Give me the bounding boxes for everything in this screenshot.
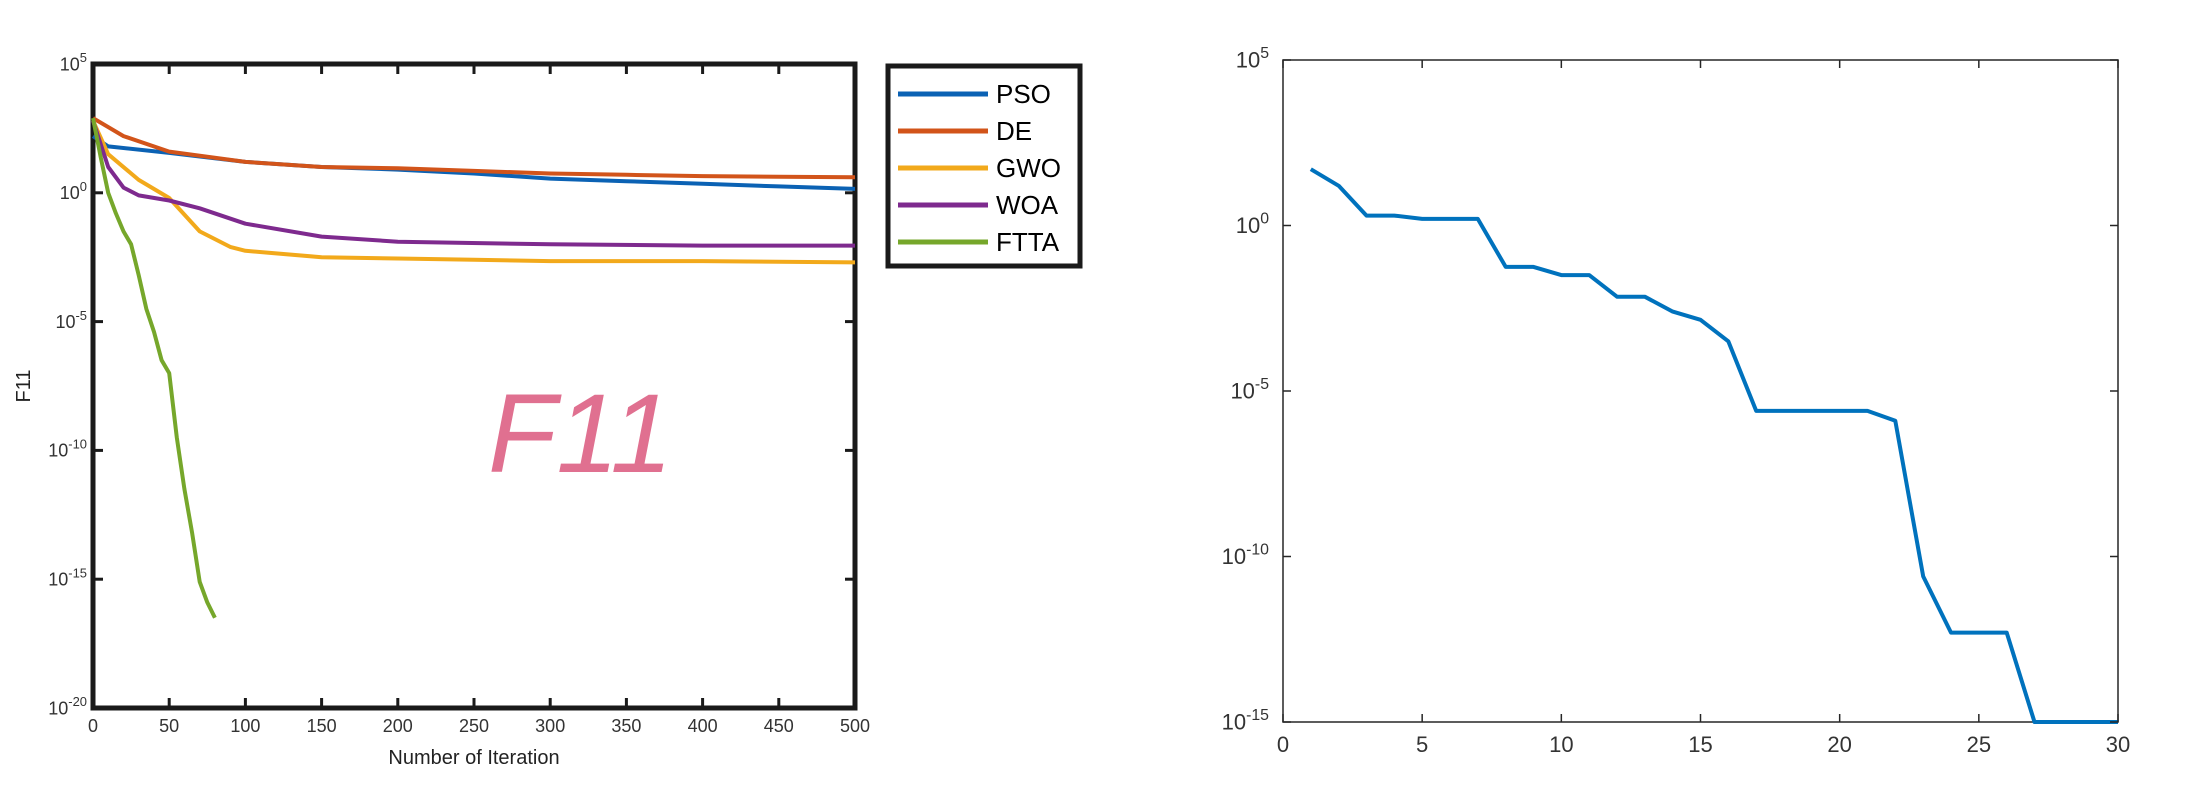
x-tick-label: 25 xyxy=(1967,732,1991,757)
left-series-group xyxy=(91,116,856,619)
y-tick-label: 10-5 xyxy=(55,308,87,332)
x-tick-label: 150 xyxy=(307,716,337,736)
x-tick-label: 450 xyxy=(764,716,794,736)
y-tick-label: 105 xyxy=(60,50,87,74)
x-tick-label: 300 xyxy=(535,716,565,736)
x-tick-label: 0 xyxy=(88,716,98,736)
f11-annotation: F11 xyxy=(488,371,673,496)
legend-label-gwo: GWO xyxy=(996,153,1061,183)
y-tick-label: 10-10 xyxy=(1222,541,1270,569)
y-tick-label: 10-5 xyxy=(1230,376,1269,404)
y-tick-label: 10-20 xyxy=(48,694,87,718)
left-x-axis-label: Number of Iteration xyxy=(388,747,559,769)
legend-label-de: DE xyxy=(996,116,1032,146)
series-line-woa xyxy=(91,120,855,248)
legend-label-ftta: FTTA xyxy=(996,227,1060,257)
legend-label-pso: PSO xyxy=(996,79,1051,109)
y-tick-label: 100 xyxy=(60,179,87,203)
right-x-ticks: 0 5 10 15 20 25 30 xyxy=(1277,60,2130,757)
x-tick-label: 50 xyxy=(159,716,179,736)
series-line-ftta xyxy=(91,117,217,619)
left-x-ticks: 0 50 100 150 200 250 300 350 400 450 500 xyxy=(88,64,870,736)
x-tick-label: 0 xyxy=(1277,732,1289,757)
legend-label-woa: WOA xyxy=(996,190,1059,220)
series-line-de xyxy=(91,116,856,180)
right-plot-area: 105 100 10-5 10-10 10-15 0 5 10 15 20 25 30 xyxy=(1222,45,2131,757)
x-tick-label: 400 xyxy=(688,716,718,736)
y-tick-label: 100 xyxy=(1236,210,1269,238)
left-chart: 105 100 10-5 10-10 10-15 10-20 0 50 100 150 200 25… xyxy=(13,50,1083,769)
y-tick-label: 10-15 xyxy=(48,565,87,589)
right-series-group xyxy=(1309,167,2118,724)
right-y-ticks: 105 100 10-5 10-10 10-15 xyxy=(1222,45,2118,735)
series-line-convergence xyxy=(1309,167,2118,724)
left-y-ticks: 105 100 10-5 10-10 10-15 10-20 xyxy=(48,50,855,718)
x-tick-label: 20 xyxy=(1827,732,1851,757)
y-tick-label: 10-15 xyxy=(1222,707,1270,735)
x-tick-label: 500 xyxy=(840,716,870,736)
x-tick-label: 15 xyxy=(1688,732,1712,757)
x-tick-label: 10 xyxy=(1549,732,1573,757)
y-tick-label: 105 xyxy=(1236,45,1269,73)
left-legend: PSO DE GWO WOA FTTA xyxy=(885,63,1083,269)
right-axes-box xyxy=(1282,59,2119,723)
x-tick-label: 30 xyxy=(2106,732,2130,757)
y-tick-label: 10-10 xyxy=(48,437,87,461)
x-tick-label: 250 xyxy=(459,716,489,736)
x-tick-label: 200 xyxy=(383,716,413,736)
left-y-axis-label: F11 xyxy=(13,370,35,403)
x-tick-label: 100 xyxy=(230,716,260,736)
x-tick-label: 5 xyxy=(1416,732,1428,757)
left-axes-box xyxy=(90,61,858,711)
series-line-gwo xyxy=(91,119,856,265)
left-plot-area: 105 100 10-5 10-10 10-15 10-20 0 50 100 150 200 25… xyxy=(48,50,870,736)
x-tick-label: 350 xyxy=(611,716,641,736)
